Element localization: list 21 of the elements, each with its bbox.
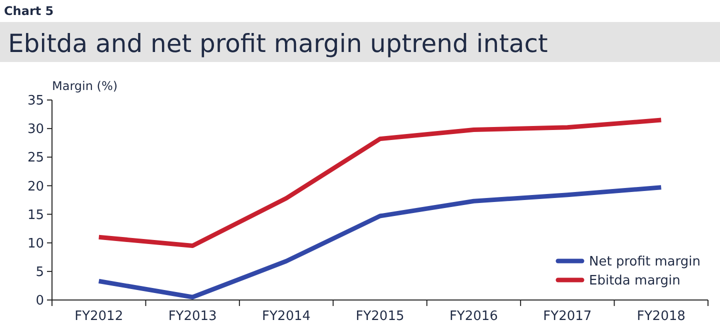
x-tick-label: FY2016 — [449, 309, 498, 324]
x-tick-label: FY2018 — [636, 309, 686, 324]
legend-label: Net profit margin — [589, 254, 700, 270]
x-tick-label: FY2013 — [168, 309, 217, 324]
y-tick-label: 30 — [27, 122, 44, 138]
y-tick-label: 20 — [27, 179, 44, 194]
y-tick-label: 10 — [27, 236, 44, 252]
y-tick-label: 35 — [27, 94, 44, 109]
legend-label: Ebitda margin — [589, 274, 680, 289]
line-series — [96, 118, 664, 248]
x-tick-label: FY2015 — [356, 309, 404, 324]
y-tick-label: 25 — [27, 150, 44, 166]
chart-title: Chart 5 — [4, 4, 54, 18]
x-tick-label: FY2014 — [262, 309, 311, 324]
y-tick-label: 15 — [27, 208, 44, 223]
y-tick-label: 0 — [36, 294, 44, 309]
x-tick-label: FY2017 — [543, 309, 592, 324]
chart-subtitle: Ebitda and net profit margin uptrend intact — [8, 29, 548, 58]
y-tick-label: 5 — [36, 264, 44, 280]
x-tick-label: FY2012 — [74, 309, 124, 324]
y-axis-title: Margin (%) — [52, 79, 118, 93]
